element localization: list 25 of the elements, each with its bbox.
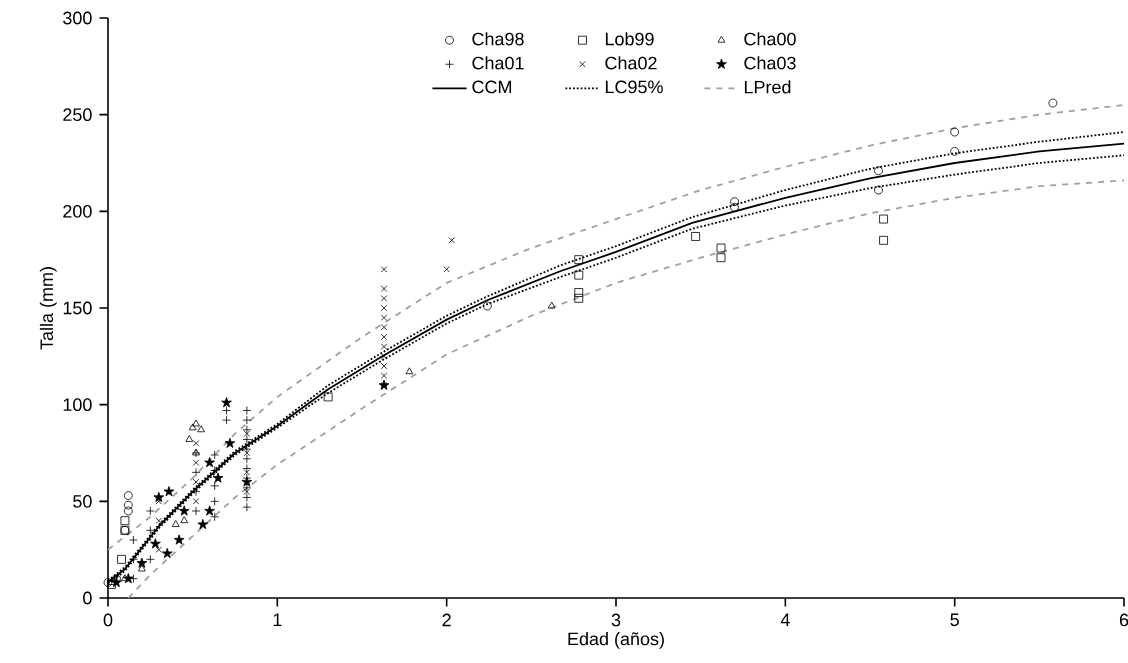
legend-label: Cha03 (744, 56, 796, 70)
x-tick-label: 6 (1119, 613, 1128, 627)
y-axis-title: Talla (mm) (39, 267, 57, 350)
y-tick-label: 100 (63, 398, 92, 412)
y-tick-label: 0 (83, 591, 92, 605)
y-tick-label: 150 (63, 301, 92, 315)
legend-label: LPred (744, 80, 791, 94)
y-tick-label: 200 (63, 204, 92, 218)
x-tick-label: 5 (950, 613, 959, 627)
x-tick-label: 3 (611, 613, 621, 627)
y-tick-label: 300 (63, 11, 92, 25)
y-tick-label: 250 (63, 108, 92, 122)
legend-label: Cha02 (605, 56, 657, 70)
legend-label: Cha98 (472, 32, 524, 46)
y-tick-label: 50 (73, 494, 92, 508)
legend-label: CCM (472, 80, 511, 94)
x-tick-label: 0 (103, 613, 113, 627)
legend-label: Cha00 (744, 32, 796, 46)
x-tick-label: 4 (780, 613, 790, 626)
x-tick-label: 2 (442, 613, 451, 627)
legend-label: LC95% (605, 80, 663, 94)
x-tick-label: 1 (273, 613, 282, 626)
legend-label: Cha01 (472, 56, 524, 70)
legend-label: Lob99 (605, 32, 654, 46)
x-axis-title: Edad (años) (568, 632, 664, 649)
